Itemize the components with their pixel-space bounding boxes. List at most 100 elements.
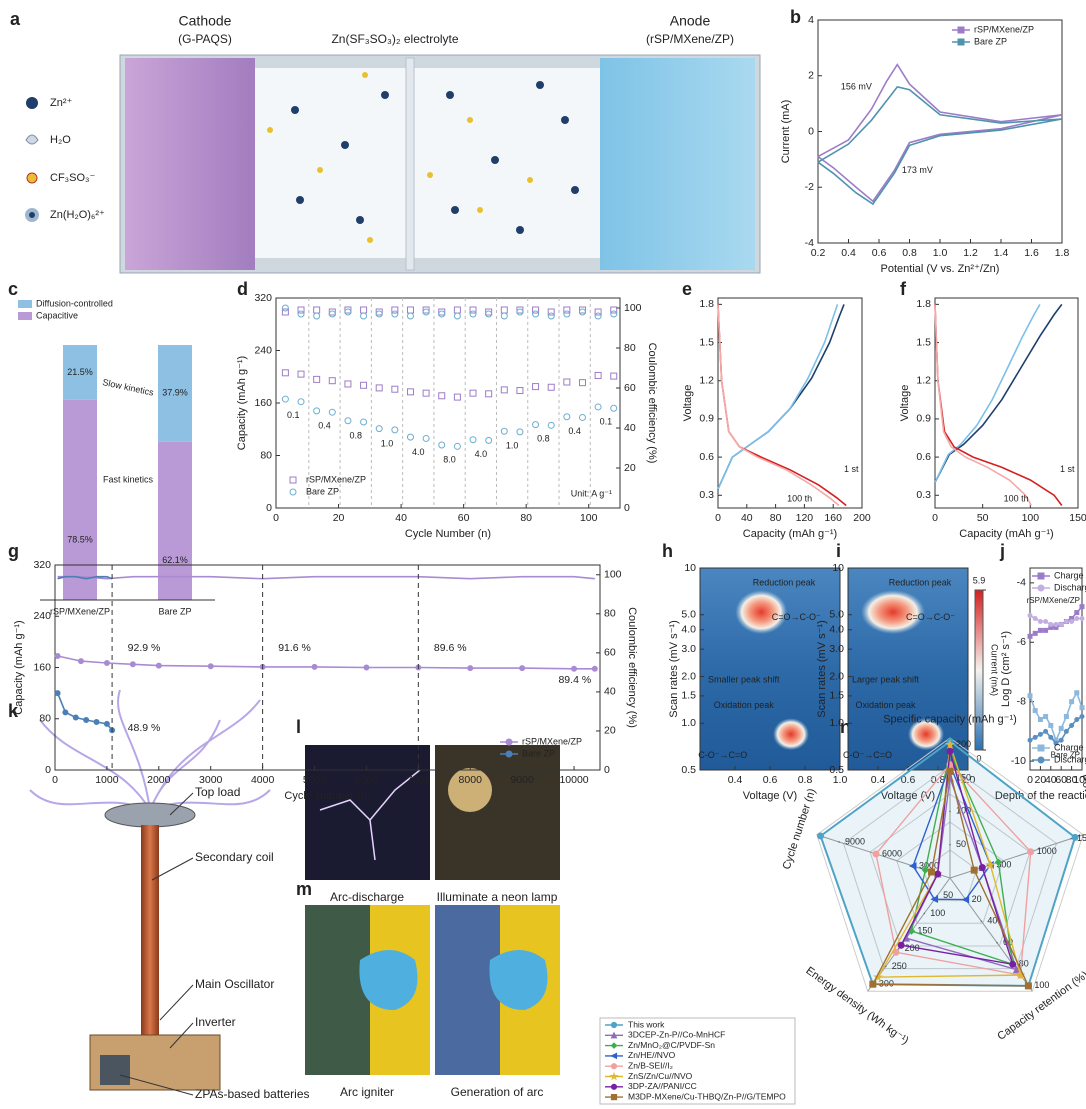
leader-line — [151, 857, 194, 881]
radar-tick-label: 80 — [1019, 959, 1029, 969]
legend-label: Diffusion-controlled — [36, 298, 113, 308]
marker — [469, 306, 477, 314]
x-tick-label: 200 — [853, 512, 871, 524]
annotation: 89.4 % — [558, 674, 591, 686]
bar-segment — [158, 345, 192, 442]
annotation: Smaller peak shift — [708, 674, 780, 684]
bar-segment — [158, 441, 192, 600]
annotation: 1 st — [1060, 464, 1075, 474]
y-tick-label: 3.0 — [681, 643, 696, 655]
marker — [1079, 604, 1085, 610]
y-tick-label: 1.0 — [681, 717, 696, 729]
category-label: Bare ZP — [158, 606, 191, 616]
y-tick-label: 80 — [39, 713, 51, 725]
marker — [500, 386, 508, 394]
marker — [547, 383, 555, 391]
series-line — [817, 63, 1063, 203]
x-tick-label: 40 — [741, 512, 753, 524]
marker — [207, 663, 214, 670]
anode-material: (rSP/MXene/ZP) — [646, 32, 734, 46]
x-tick-label: 1.4 — [994, 247, 1009, 259]
x-tick-label: 1.6 — [1024, 247, 1039, 259]
photo-lamp — [448, 768, 492, 812]
marker — [1043, 728, 1049, 734]
y-tick-label: 1.8 — [699, 298, 714, 310]
annotation: Reduction peak — [889, 577, 952, 587]
y-tick-label: 5.0 — [681, 609, 696, 621]
y2-tick-label: 60 — [604, 647, 616, 659]
x-tick-label: 100 — [1022, 512, 1040, 524]
series-line — [717, 304, 845, 490]
series-line — [934, 304, 1032, 506]
marker — [281, 369, 289, 377]
legend-icon — [26, 172, 38, 184]
radar-tick-label: 40 — [987, 916, 997, 926]
bar-segment — [63, 399, 97, 600]
radar-tick — [949, 810, 951, 813]
marker — [970, 866, 978, 874]
unit-label: Unit: A g⁻¹ — [571, 488, 612, 498]
marker — [578, 306, 586, 314]
callout-label: ZPAs-based batteries — [195, 1087, 310, 1101]
marker — [609, 1071, 619, 1081]
marker — [1053, 740, 1059, 746]
marker — [610, 310, 618, 318]
marker — [610, 1094, 618, 1101]
marker — [103, 720, 110, 727]
marker — [1024, 982, 1032, 990]
legend-label: rSP/MXene/ZP — [306, 474, 366, 484]
legend-label: ZnS/Zn/Cu//NVO — [628, 1071, 693, 1081]
marker — [1032, 734, 1038, 740]
x-tick-label: 0 — [273, 512, 279, 524]
annotation: C=O→C-O⁻ — [772, 612, 821, 622]
colorbar-tick-label: 5.9 — [973, 575, 986, 585]
marker — [1074, 610, 1080, 616]
radar-ring — [816, 737, 1084, 992]
y-tick-label: 10 — [684, 562, 696, 574]
y2-tick-label: 40 — [604, 686, 616, 698]
y-axis-label: Capacity (mAh g⁻¹) — [236, 356, 248, 450]
marker — [1074, 717, 1080, 722]
marker — [54, 652, 61, 659]
x-tick-label: 160 — [824, 512, 842, 524]
x-tick-label: 9000 — [510, 774, 534, 786]
marker — [930, 895, 939, 904]
marker — [328, 308, 336, 316]
x-tick-label: 20 — [333, 512, 345, 524]
marker — [921, 866, 930, 874]
annotation: 100 th — [1004, 493, 1029, 503]
x-axis-label: Cycle Number (n) — [284, 790, 370, 802]
marker — [467, 665, 474, 672]
peak-blob — [735, 590, 788, 635]
marker — [1043, 618, 1049, 624]
y-tick-label: 320 — [254, 292, 272, 304]
panel-label: j — [999, 541, 1005, 561]
annotation: 48.9 % — [128, 722, 161, 734]
annotation: Oxidation peak — [714, 700, 775, 710]
rate-label: 4.0 — [412, 447, 425, 457]
series-line — [57, 575, 113, 580]
marker — [1048, 621, 1054, 627]
y-axis-label: Scan rates (mV s⁻¹) — [816, 620, 828, 718]
marker — [406, 312, 414, 320]
marker — [1058, 621, 1064, 627]
y2-tick-label: 40 — [624, 422, 636, 434]
annotation: Slow kinetics — [102, 377, 155, 398]
marker — [563, 306, 571, 314]
marker — [532, 421, 540, 429]
radar-polygon — [871, 771, 1030, 987]
y-tick-label: 160 — [254, 397, 272, 409]
y-tick-label: 1.0 — [829, 717, 844, 729]
x-tick-label: 1.0 — [933, 247, 948, 259]
radar-tick-label: 1000 — [1037, 846, 1057, 856]
radar-tick — [923, 912, 926, 915]
marker — [360, 381, 368, 389]
marker — [281, 304, 289, 312]
marker — [1032, 616, 1038, 621]
marker — [610, 1031, 618, 1039]
y-tick-label: 0.9 — [916, 413, 931, 425]
x-tick-label: 40 — [395, 512, 407, 524]
colorbar-tick-label: 0 — [976, 753, 981, 763]
rate-label: 0.8 — [349, 430, 362, 440]
